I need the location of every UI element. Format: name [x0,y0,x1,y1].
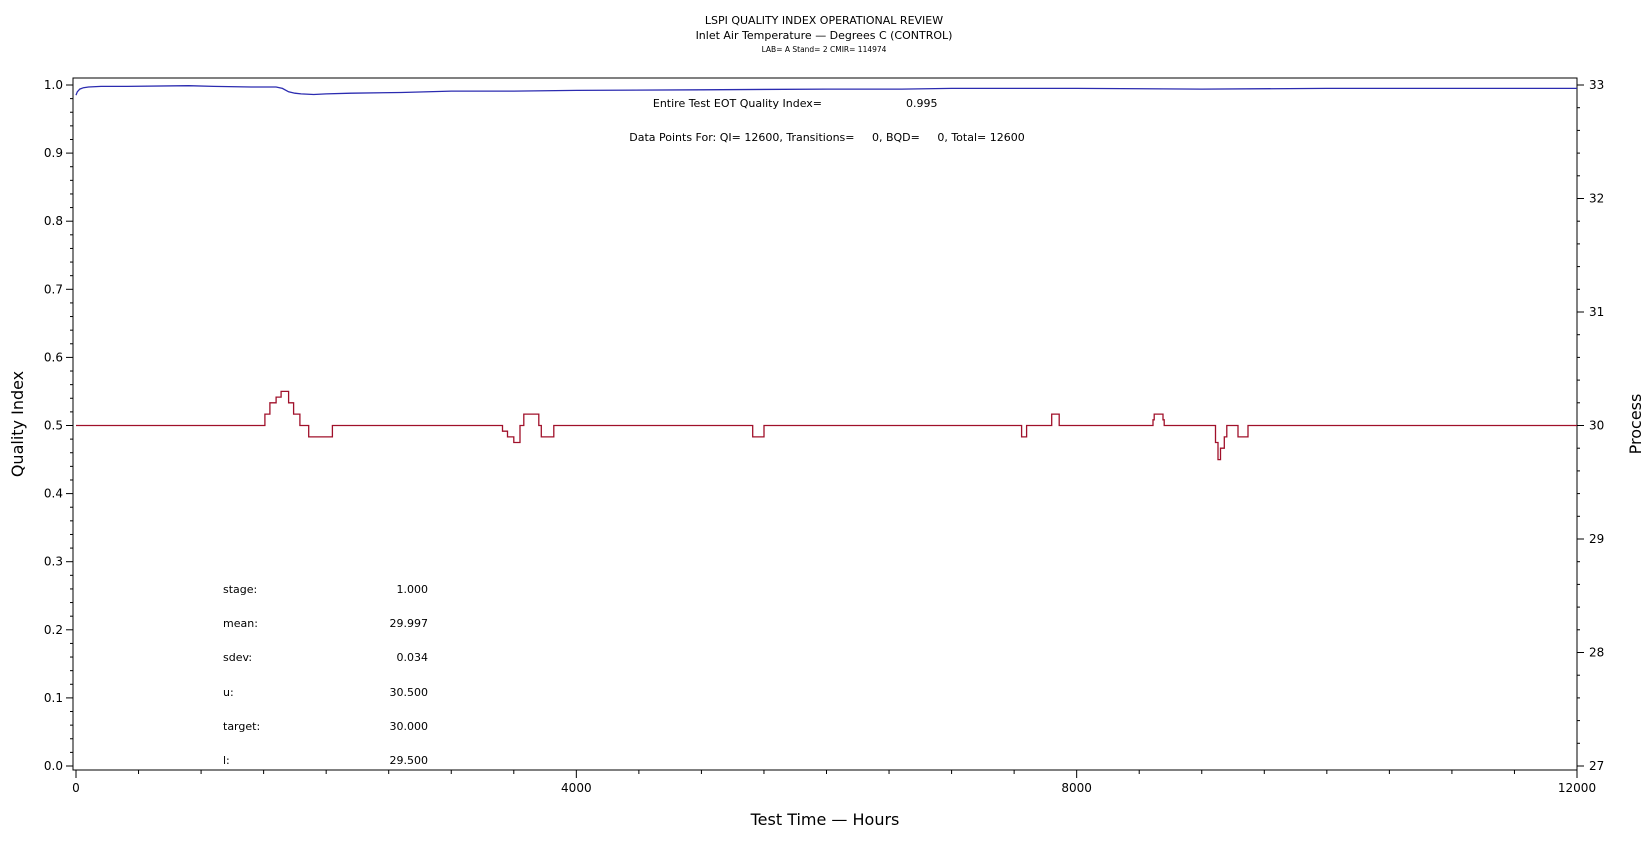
stat-value-u: 30.500 [390,686,429,699]
y-left-tick-label: 0.1 [44,691,63,705]
chart-subsubtitle: LAB= A Stand= 2 CMIR= 114974 [762,45,887,54]
y-left-tick-label: 0.2 [44,623,63,637]
y-left-tick-label: 0.0 [44,759,63,773]
y-left-tick-label: 0.7 [44,282,63,296]
stat-label-stage: stage: [223,583,257,596]
x-axis-label: Test Time — Hours [750,810,900,829]
y-right-tick-label: 30 [1589,419,1604,433]
eot-quality-value: 0.995 [906,97,938,110]
x-tick-label: 4000 [561,781,592,795]
eot-quality-label: Entire Test EOT Quality Index= [653,97,822,110]
y-axis-right: 27 28 29 30 31 32 33 [1577,78,1604,773]
stat-label-mean: mean: [223,617,258,630]
stat-value-sdev: 0.034 [397,651,429,664]
x-tick-label: 8000 [1061,781,1092,795]
y-right-tick-label: 31 [1589,305,1604,319]
stat-value-mean: 29.997 [390,617,429,630]
y-right-tick-label: 32 [1589,192,1604,206]
stat-label-target: target: [223,720,260,733]
stat-value-target: 30.000 [390,720,429,733]
y-left-tick-label: 0.3 [44,555,63,569]
stat-value-stage: 1.000 [397,583,429,596]
quality-index-series-line [75,85,1577,96]
y-left-tick-label: 1.0 [44,78,63,92]
y-axis-right-label: Process [1626,394,1645,455]
y-axis-left-label: Quality Index [8,371,27,477]
x-tick-label: 0 [72,781,80,795]
y-left-tick-label: 0.8 [44,214,63,228]
chart-title: LSPI QUALITY INDEX OPERATIONAL REVIEW [705,14,943,27]
stat-label-sdev: sdev: [223,651,252,664]
y-right-tick-label: 27 [1589,759,1604,773]
y-left-tick-label: 0.6 [44,350,63,364]
stat-label-l: l: [223,754,230,767]
stat-label-u: u: [223,686,234,699]
y-right-tick-label: 33 [1589,78,1604,92]
y-left-tick-label: 0.5 [44,419,63,433]
y-left-tick-label: 0.9 [44,146,63,160]
y-right-tick-label: 29 [1589,532,1604,546]
y-axis-left: 0.0 0.1 0.2 0.3 0.4 0.5 0.6 0.7 0.8 0.9 1.0 [44,78,73,773]
series-layer [75,85,1577,461]
stat-value-l: 29.500 [390,754,429,767]
plot-frame [72,77,1578,771]
x-axis: 0 4000 8000 12000 [72,770,1596,795]
process-series-line [76,390,1577,461]
y-right-tick-label: 28 [1589,646,1604,660]
y-left-tick-label: 0.4 [44,487,63,501]
data-points-summary: Data Points For: QI= 12600, Transitions=… [629,131,1024,144]
chart-subtitle: Inlet Air Temperature — Degrees C (CONTR… [696,29,953,42]
x-tick-label: 12000 [1558,781,1596,795]
